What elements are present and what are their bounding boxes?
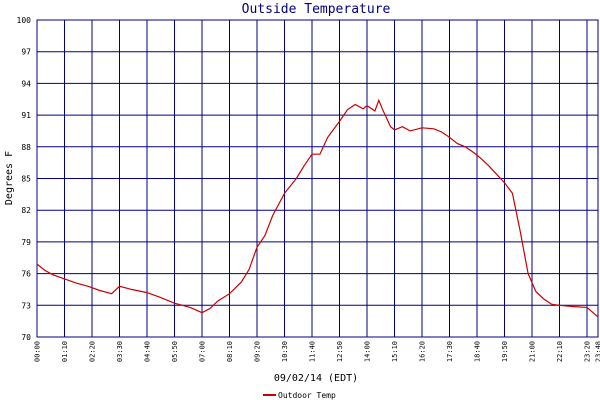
x-tick-label: 23:48 [595, 341, 600, 362]
x-tick-label: 03:30 [116, 341, 124, 362]
y-axis-ticks: 70 73 76 79 82 85 88 91 94 97 100 [17, 16, 32, 342]
x-tick-label: 11:40 [309, 341, 317, 362]
x-tick-label: 00:00 [34, 341, 42, 362]
x-tick-label: 17:30 [446, 341, 454, 362]
x-axis-ticks: 00:00 01:10 02:20 03:30 04:40 05:50 07:00 08:10… [34, 341, 600, 362]
chart-title: Outside Temperature [242, 2, 391, 17]
x-tick-label: 18:40 [474, 341, 482, 362]
x-tick-label: 01:10 [61, 341, 69, 362]
x-tick-label: 22:10 [556, 341, 564, 362]
x-axis-label: 09/02/14 (EDT) [274, 373, 358, 384]
x-tick-label: 09:20 [254, 341, 262, 362]
y-tick-label: 73 [21, 301, 31, 310]
x-tick-label: 15:10 [391, 341, 399, 362]
x-tick-label: 05:50 [171, 341, 179, 362]
y-tick-label: 85 [21, 175, 31, 184]
series-line-outdoor-temp [36, 98, 599, 318]
y-tick-label: 79 [21, 238, 31, 247]
y-tick-label: 82 [21, 206, 31, 215]
legend-label: Outdoor Temp [278, 391, 336, 400]
y-tick-label: 97 [21, 48, 31, 57]
y-tick-label: 100 [17, 16, 32, 25]
y-tick-label: 91 [21, 111, 31, 120]
y-tick-label: 88 [21, 143, 31, 152]
series-group [36, 98, 599, 318]
y-tick-label: 94 [21, 79, 31, 88]
y-tick-label: 76 [21, 270, 31, 279]
y-tick-label: 70 [21, 333, 31, 342]
x-tick-label: 08:10 [226, 341, 234, 362]
legend: Outdoor Temp [263, 391, 336, 400]
grid-lines [36, 19, 599, 338]
x-tick-label: 14:00 [364, 341, 372, 362]
x-tick-label: 07:00 [199, 341, 207, 362]
x-tick-label: 10:30 [281, 341, 289, 362]
x-tick-label: 04:40 [144, 341, 152, 362]
y-axis-label: Degrees F [4, 151, 15, 205]
x-tick-label: 19:50 [501, 341, 509, 362]
x-tick-label: 16:20 [419, 341, 427, 362]
x-tick-label: 23:20 [584, 341, 592, 362]
x-tick-label: 21:00 [529, 341, 537, 362]
x-tick-label: 12:50 [336, 341, 344, 362]
x-tick-label: 02:20 [89, 341, 97, 362]
